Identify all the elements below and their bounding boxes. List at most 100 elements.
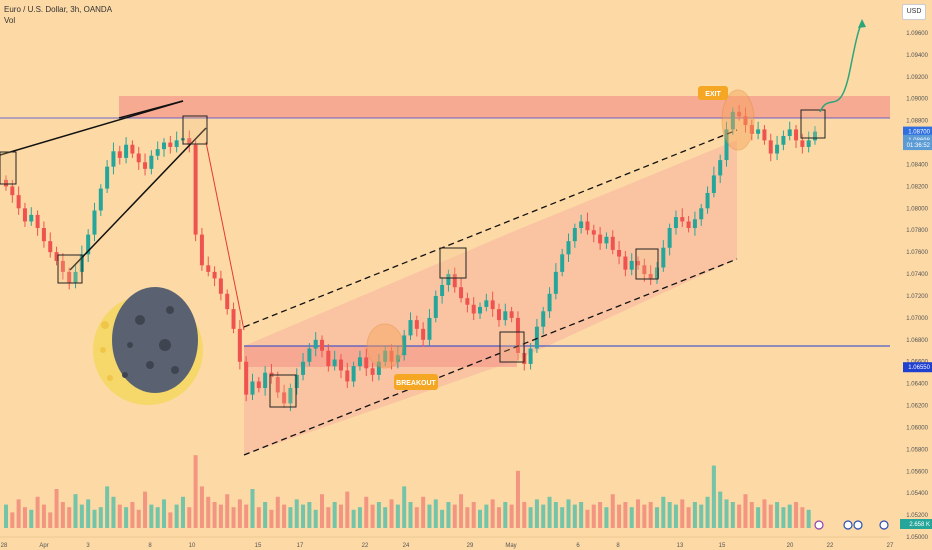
- volume-bar: [648, 502, 653, 528]
- volume-bar: [244, 504, 249, 528]
- volume-indicator-label[interactable]: Vol: [4, 16, 16, 25]
- volume-bar: [711, 465, 716, 528]
- volume-bar: [598, 502, 603, 528]
- volume-bar: [604, 507, 609, 528]
- candle-body: [174, 140, 179, 147]
- volume-bar: [395, 504, 400, 528]
- pivot-box: [499, 331, 525, 363]
- candle-body: [402, 335, 407, 356]
- candle-body: [105, 166, 110, 189]
- volume-bar: [459, 494, 464, 528]
- candle-body: [155, 149, 160, 156]
- volume-bar: [326, 507, 331, 528]
- candle-body: [41, 228, 46, 242]
- volume-bar: [162, 499, 167, 528]
- price-tag-bg: [903, 140, 932, 151]
- candle-body: [256, 381, 261, 389]
- candle-body: [231, 309, 236, 329]
- volume-bar: [155, 507, 160, 528]
- volume-bar: [351, 509, 356, 528]
- volume-bar: [301, 504, 306, 528]
- candle-body: [162, 142, 167, 150]
- wedge-top-line: [118, 100, 184, 119]
- candle-body: [509, 311, 514, 318]
- candle-body: [547, 293, 552, 312]
- x-tick-label: 15: [719, 543, 726, 549]
- pivot-box: [635, 248, 659, 280]
- currency-button[interactable]: USD: [902, 4, 926, 20]
- volume-bar: [515, 470, 520, 528]
- drop-line: [205, 141, 245, 331]
- candle-body: [294, 374, 299, 389]
- candle-body: [212, 271, 217, 279]
- y-tick-label: 1.08200: [906, 184, 928, 190]
- candle-body: [351, 366, 356, 382]
- candle-body: [98, 188, 103, 211]
- volume-bar: [528, 507, 533, 528]
- price-tag: 1.06550: [908, 365, 930, 371]
- volume-bar: [389, 499, 394, 528]
- candle-body: [452, 274, 457, 288]
- event-flag-icon: [853, 520, 863, 530]
- volume-bar: [29, 509, 34, 528]
- volume-bar: [130, 502, 135, 528]
- candle-body: [326, 350, 331, 367]
- candle-body: [383, 350, 388, 362]
- volume-bar: [383, 507, 388, 528]
- moon-crater-icon: [135, 315, 145, 325]
- candle-body: [730, 111, 735, 130]
- candle-body: [446, 274, 451, 286]
- candle-body: [541, 311, 546, 327]
- volume-bar: [269, 509, 274, 528]
- candle-body: [515, 317, 520, 353]
- volume-bar: [490, 499, 495, 528]
- candle-body: [389, 350, 394, 362]
- moon-crater-icon: [107, 375, 113, 381]
- volume-bar: [376, 502, 381, 528]
- candle-body: [225, 293, 230, 310]
- candle-body: [250, 381, 255, 395]
- candle-body: [528, 348, 533, 364]
- candle-body: [629, 260, 634, 270]
- candle-body: [686, 221, 691, 229]
- y-tick-label: 1.09600: [906, 31, 928, 37]
- volume-bar: [111, 496, 116, 528]
- volume-bar: [402, 486, 407, 528]
- y-tick-label: 1.07400: [906, 272, 928, 278]
- pivot-box: [0, 151, 17, 185]
- projection-arrowhead: [858, 19, 866, 28]
- candle-body: [692, 219, 697, 229]
- volume-bar: [547, 496, 552, 528]
- channel-fill: [244, 140, 737, 455]
- candle-body: [414, 320, 419, 329]
- volume-bar: [452, 504, 457, 528]
- candle-body: [496, 309, 501, 321]
- candle-body: [244, 361, 249, 395]
- volume-bar: [357, 507, 362, 528]
- candle-body: [218, 278, 223, 294]
- candle-body: [623, 256, 628, 270]
- y-tick-label: 1.07600: [906, 250, 928, 256]
- candle-body: [711, 175, 716, 193]
- x-tick-label: 10: [189, 543, 196, 549]
- volume-bar: [4, 504, 8, 528]
- volume-bar: [705, 496, 710, 528]
- breakout-circle: [366, 323, 404, 369]
- candle-body: [484, 300, 489, 307]
- volume-bar: [79, 504, 84, 528]
- volume-bar: [10, 512, 15, 528]
- projection-arrow: [819, 21, 863, 113]
- y-tick-label: 1.09200: [906, 75, 928, 81]
- volume-bar: [288, 507, 293, 528]
- y-tick-label: 1.06000: [906, 425, 928, 431]
- event-flag-icon: [879, 520, 889, 530]
- volume-bar: [237, 499, 242, 528]
- candle-body: [737, 111, 742, 117]
- candle-body: [168, 142, 173, 147]
- volume-bar: [806, 509, 811, 528]
- candle-body: [749, 125, 754, 134]
- volume-bar: [724, 499, 729, 528]
- candle-body: [313, 339, 318, 349]
- candle-body: [699, 208, 704, 220]
